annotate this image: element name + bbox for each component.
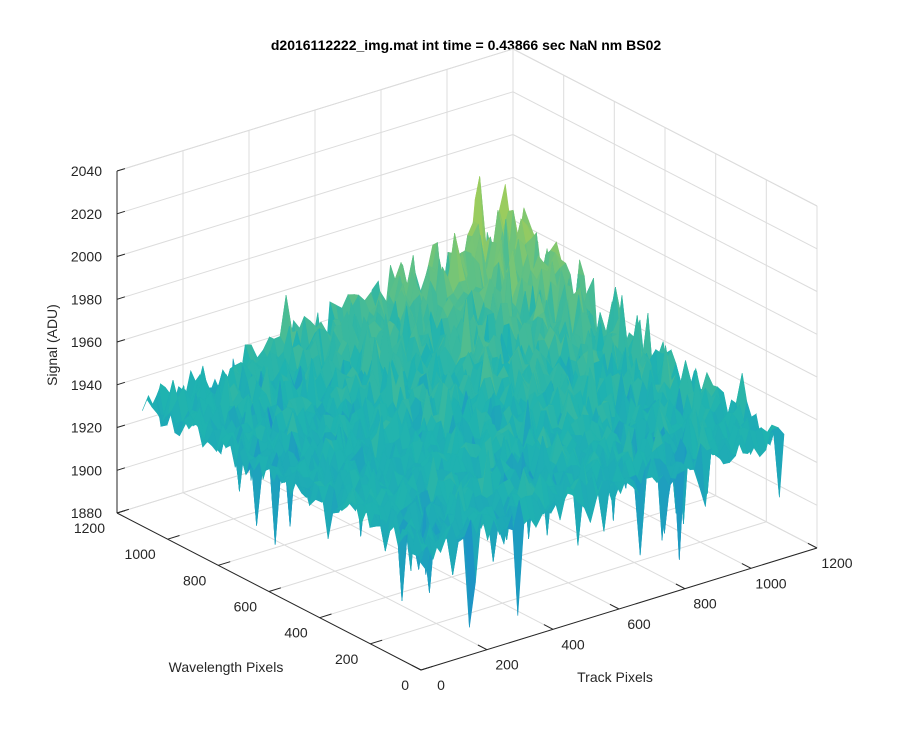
x-tick-label: 1200 xyxy=(821,555,852,571)
x-tick xyxy=(741,563,752,569)
x-tick-label: 400 xyxy=(561,636,585,652)
grid-line xyxy=(116,176,514,300)
z-tick xyxy=(116,168,126,172)
z-tick xyxy=(116,424,126,428)
x-tick xyxy=(609,603,620,610)
x-tick-label: 600 xyxy=(627,616,651,632)
y-tick-label: 0 xyxy=(401,677,409,693)
grid-line xyxy=(512,219,818,378)
y-tick-label: 1200 xyxy=(74,520,105,536)
z-tick-label: 2020 xyxy=(71,206,102,222)
z-tick-label: 2000 xyxy=(71,249,102,265)
x-axis-label: Track Pixels xyxy=(577,669,653,685)
y-tick-label: 200 xyxy=(335,651,359,667)
z-tick-label: 1900 xyxy=(71,462,102,478)
z-tick-label: 2040 xyxy=(71,163,102,179)
surface-patch xyxy=(772,427,785,498)
y-axis-label: Wavelength Pixels xyxy=(169,659,284,675)
z-tick xyxy=(116,510,126,514)
x-tick xyxy=(411,664,422,671)
axes xyxy=(116,168,818,671)
chart-title: d2016112222_img.mat int time = 0.43866 s… xyxy=(271,37,661,53)
y-tick xyxy=(420,665,434,671)
x-tick-label: 800 xyxy=(693,596,717,612)
grid-line xyxy=(512,176,818,335)
y-tick-label: 400 xyxy=(284,625,308,641)
grid-line xyxy=(116,134,514,257)
y-tick xyxy=(167,535,180,540)
z-tick-label: 1940 xyxy=(71,377,102,393)
y-tick xyxy=(370,639,383,645)
z-tick-label: 1880 xyxy=(71,505,102,521)
grid-line xyxy=(116,91,514,215)
z-tick xyxy=(116,210,126,215)
y-tick xyxy=(319,613,332,619)
x-tick xyxy=(675,583,686,590)
surface-patch xyxy=(416,530,428,552)
grid-line xyxy=(370,521,767,645)
z-tick-label: 1960 xyxy=(71,334,102,350)
grid-line xyxy=(512,134,818,292)
box-edge xyxy=(116,48,514,172)
z-tick-label: 1920 xyxy=(71,420,102,436)
y-tick-label: 600 xyxy=(234,599,258,615)
y-tick xyxy=(268,587,282,592)
z-tick xyxy=(116,253,126,257)
x-tick-label: 200 xyxy=(495,657,519,673)
x-tick xyxy=(477,644,488,651)
surface-mesh xyxy=(142,176,785,628)
x-tick xyxy=(543,624,554,630)
z-axis-label: Signal (ADU) xyxy=(44,304,60,386)
y-tick-label: 1000 xyxy=(125,546,156,562)
x-tick-label: 0 xyxy=(437,677,445,693)
z-tick xyxy=(116,296,126,300)
grid-line xyxy=(116,219,514,343)
x-tick xyxy=(807,542,818,549)
z-tick-label: 1980 xyxy=(71,291,102,307)
z-tick xyxy=(116,467,126,471)
x-tick-label: 1000 xyxy=(755,575,786,591)
tick-labels: 0 200 400 600 800 1000 1200 0 200 400 600 800 1000 12… xyxy=(71,163,853,693)
y-tick-label: 800 xyxy=(183,572,207,588)
z-tick xyxy=(116,381,126,386)
z-tick xyxy=(116,339,126,343)
box-edge xyxy=(512,48,818,207)
y-tick xyxy=(218,561,231,566)
grid-line xyxy=(512,91,818,250)
